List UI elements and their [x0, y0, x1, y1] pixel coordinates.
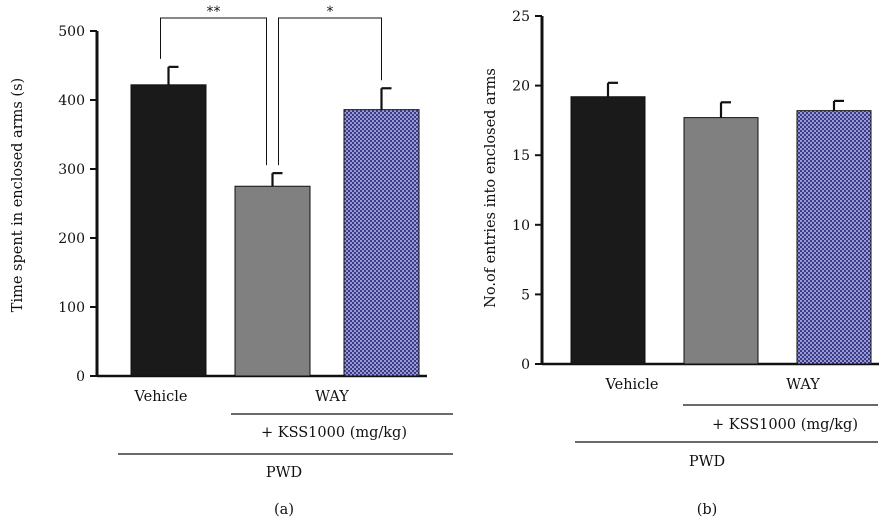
panel-a-bar-3	[343, 109, 420, 377]
panel-a-label: (a)	[274, 502, 294, 518]
panel-a-y-tick-label: 100	[58, 300, 85, 316]
panel-b-group-label-kss: + KSS1000 (mg/kg)	[712, 417, 858, 433]
panel-b-chart: No.of entries into enclosed arms 0 5 10 15 2…	[483, 9, 879, 518]
panel-b-y-tick-label: 20	[512, 79, 530, 95]
panel-b-bar-3	[796, 110, 872, 365]
panel-b-label: (b)	[697, 502, 718, 518]
panel-a-significance-bracket-1	[160, 17, 267, 166]
panel-a-chart: Time spent in enclosed arms (s) 0 100 200 3…	[10, 4, 453, 518]
panel-b-category-way: WAY	[786, 377, 820, 393]
panel-b-y-tick-label: 5	[521, 287, 530, 303]
panel-b-category-vehicle: Vehicle	[604, 377, 658, 393]
panel-b-y-tick-label: 15	[512, 148, 530, 164]
panel-a-bars	[130, 65, 420, 377]
panel-a-group-label-kss: + KSS1000 (mg/kg)	[261, 425, 407, 441]
panel-b-y-tick-label: 10	[512, 218, 530, 234]
panel-b-bars	[570, 81, 872, 365]
panel-b-group-label-pwd: PWD	[689, 454, 725, 470]
panel-a-y-tick-label: 400	[58, 93, 85, 109]
panel-a-y-tick-label: 200	[58, 231, 85, 247]
panel-a-y-tick-label: 300	[58, 162, 85, 178]
panel-a-group-label-pwd: PWD	[266, 465, 302, 481]
panel-a-significance-bracket-2	[278, 17, 382, 166]
panel-a-significance: ** *	[160, 4, 382, 166]
panel-a-y-axis-title: Time spent in enclosed arms (s)	[10, 78, 26, 312]
panel-a-y-tick-label: 500	[58, 24, 85, 40]
panel-b-bar-1	[570, 96, 646, 365]
panel-b-y-tick-label: 25	[512, 9, 530, 25]
panel-a-category-way: WAY	[315, 389, 349, 405]
panel-b-bar-2	[683, 117, 759, 365]
panel-a-category-vehicle: Vehicle	[133, 389, 187, 405]
panel-a-significance-label-2: *	[327, 4, 334, 20]
panel-a-significance-label-1: **	[207, 4, 221, 20]
panel-b-y-tick-label: 0	[521, 357, 530, 373]
panel-a-bar-1	[130, 84, 207, 377]
panel-a-y-tick-label: 0	[76, 369, 85, 385]
panel-a-bar-2	[234, 185, 311, 377]
panel-b-y-axis-title: No.of entries into enclosed arms	[483, 68, 499, 308]
